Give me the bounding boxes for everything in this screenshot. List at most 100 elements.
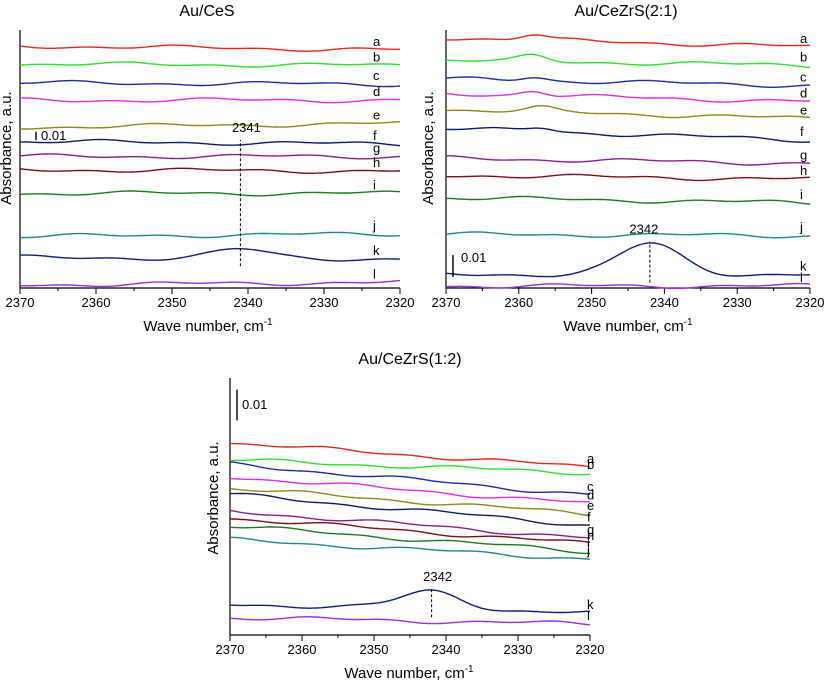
peak-annotation: 2342 xyxy=(629,222,658,283)
series-k-line xyxy=(445,242,811,278)
y-axis-label: Absorbance, a.u. xyxy=(0,91,15,204)
series-l-line xyxy=(229,616,591,626)
series-e-line xyxy=(445,104,811,119)
series-c-line xyxy=(229,461,591,496)
series-d-label: d xyxy=(800,85,807,100)
chart-title: Au/CeS xyxy=(179,3,234,20)
series-f-label: f xyxy=(587,509,591,524)
series-k-line xyxy=(19,247,400,262)
series-f-label: f xyxy=(373,128,377,143)
x-tick-label: 2350 xyxy=(360,642,389,657)
chart-panel-au-cezrs-2-1: Au/CeZrS(2:1) Absorbance, a.u. Wave numb… xyxy=(420,3,824,335)
series-b-line xyxy=(19,61,401,68)
x-axis-label-text: Wave number, cm xyxy=(143,318,263,335)
x-axis-label-unit-exponent: -1 xyxy=(684,317,693,328)
peak-annotation-label: 2342 xyxy=(423,569,452,584)
x-tick-label: 2340 xyxy=(650,295,679,310)
series-f-line xyxy=(230,492,591,526)
series-d-line xyxy=(20,97,400,104)
series-j-line xyxy=(445,231,810,239)
series-d-label: d xyxy=(373,84,380,99)
series-j-line xyxy=(20,231,401,239)
peak-annotation: 2341 xyxy=(232,120,261,267)
x-tick-label: 2360 xyxy=(82,295,111,310)
series-g-line xyxy=(229,509,591,539)
series-j-label: j xyxy=(586,543,590,558)
x-tick-label: 2360 xyxy=(504,295,533,310)
series-g-label: g xyxy=(587,522,594,537)
series-h-label: h xyxy=(373,155,380,170)
series-i-line xyxy=(19,190,401,197)
series-f-line xyxy=(19,138,401,147)
scale-bar: 0.01 xyxy=(35,128,66,143)
x-axis-label: Wave number, cm-1 xyxy=(143,317,273,335)
x-axis-label: Wave number, cm-1 xyxy=(563,317,693,335)
series-i-line xyxy=(229,526,590,555)
series-e-line xyxy=(20,121,401,130)
y-axis-label: Absorbance, a.u. xyxy=(205,441,222,554)
series-h-line xyxy=(445,173,811,182)
series-g-label: g xyxy=(373,140,380,155)
series-h-line xyxy=(19,167,401,175)
series-c-label: c xyxy=(587,479,594,494)
series-e-label: e xyxy=(373,107,380,122)
x-axis-label-text: Wave number, cm xyxy=(344,665,464,682)
x-axis-label: Wave number, cm-1 xyxy=(344,664,474,682)
x-axis-label-unit-exponent: -1 xyxy=(264,317,273,328)
chart-panel-au-cezrs-1-2: Au/CeZrS(1:2) Absorbance, a.u. Wave numb… xyxy=(205,351,604,682)
series-j-line xyxy=(229,536,591,560)
x-axis-label-unit-exponent: -1 xyxy=(465,664,474,675)
peak-annotation-label: 2341 xyxy=(232,120,261,135)
series-d-line xyxy=(445,90,810,103)
x-tick-label: 2330 xyxy=(310,295,339,310)
series-l-line xyxy=(20,279,401,288)
x-tick-label: 2320 xyxy=(386,295,415,310)
x-tick-label: 2330 xyxy=(723,295,752,310)
series-i-label: i xyxy=(587,536,590,551)
series-j-label: j xyxy=(372,218,376,233)
scale-bar-label: 0.01 xyxy=(242,397,267,412)
x-tick-label: 2350 xyxy=(577,295,606,310)
x-tick-label: 2330 xyxy=(504,642,533,657)
series-a-line xyxy=(446,34,810,47)
scale-bar: 0.01 xyxy=(452,250,486,277)
series-k-label: k xyxy=(373,243,380,258)
peak-annotation: 2342 xyxy=(423,569,452,618)
series-i-line xyxy=(445,195,811,205)
series-j-label: j xyxy=(799,220,803,235)
series-b-label: b xyxy=(373,49,380,64)
series-d-label: d xyxy=(587,488,594,503)
series-g-line xyxy=(19,153,401,160)
series-e-label: e xyxy=(587,498,594,513)
series-g-label: g xyxy=(800,147,807,162)
series-a-label: a xyxy=(800,31,808,46)
series-l-label: l xyxy=(373,266,376,281)
series-b-line xyxy=(445,53,811,69)
series-e-label: e xyxy=(800,102,807,117)
series-a-label: a xyxy=(373,34,381,49)
series-i-label: i xyxy=(373,177,376,192)
scale-bar: 0.01 xyxy=(236,389,267,421)
chart-title: Au/CeZrS(2:1) xyxy=(574,3,677,20)
series-b-line xyxy=(229,458,591,476)
series-k-label: k xyxy=(587,597,594,612)
series-l-label: l xyxy=(587,608,590,623)
series-d-line xyxy=(229,477,590,503)
x-tick-label: 2370 xyxy=(216,642,245,657)
series-e-line xyxy=(229,487,591,517)
chart-panel-au-ces: Au/CeS Absorbance, a.u. Wave number, cm-… xyxy=(0,3,414,335)
x-tick-label: 2360 xyxy=(288,642,317,657)
x-tick-label: 2370 xyxy=(432,295,461,310)
scale-bar-label: 0.01 xyxy=(461,250,486,265)
scale-bar-label: 0.01 xyxy=(41,128,66,143)
series-g-line xyxy=(446,155,811,166)
peak-annotation-label: 2342 xyxy=(629,222,658,237)
series-c-label: c xyxy=(373,68,380,83)
series-b-label: b xyxy=(800,49,807,64)
x-tick-label: 2320 xyxy=(576,642,605,657)
x-tick-label: 2370 xyxy=(6,295,35,310)
